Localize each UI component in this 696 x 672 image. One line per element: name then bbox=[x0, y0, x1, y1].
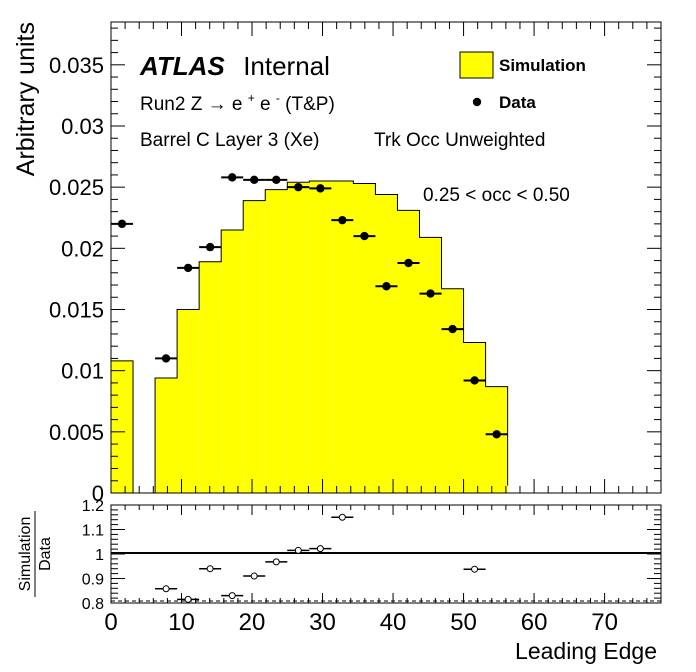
process-arrow: → bbox=[208, 94, 227, 115]
data-points bbox=[110, 173, 508, 439]
simulation-bin bbox=[485, 386, 508, 493]
electron-symbol: e bbox=[232, 94, 243, 115]
electron-symbol-2: e bbox=[260, 94, 271, 115]
y-tick-label: 0.025 bbox=[49, 175, 104, 200]
x-tick-label: 60 bbox=[521, 609, 548, 636]
ratio-point bbox=[228, 592, 236, 600]
data-point bbox=[117, 219, 127, 229]
ratio-y-numerator: Simulation bbox=[17, 517, 34, 592]
ratio-point bbox=[272, 558, 280, 566]
legend-data-marker bbox=[472, 97, 482, 107]
ratio-y-tick-label: 1.1 bbox=[82, 523, 104, 540]
simulation-bin bbox=[309, 181, 332, 494]
main-axes: 0 0.005 0.01 0.015 0.02 0.025 0.03 0.035 bbox=[49, 22, 662, 506]
weighting-annotation: Trk Occ Unweighted bbox=[374, 130, 545, 151]
ratio-point bbox=[316, 545, 324, 553]
y-tick-label: 0.035 bbox=[49, 53, 104, 78]
data-point bbox=[426, 289, 435, 298]
simulation-bin bbox=[397, 210, 420, 493]
x-axis-title: Leading Edge bbox=[515, 638, 657, 664]
x-tick-label: 40 bbox=[380, 609, 407, 636]
y-axis-title: Arbitrary units bbox=[12, 22, 40, 176]
ratio-axes: 0.8 0.9 1 1.1 1.2 0 10 20 30 40 50 60 70 bbox=[82, 498, 662, 636]
ratio-point bbox=[250, 572, 258, 580]
ratio-y-tick-label: 1 bbox=[95, 547, 104, 564]
x-tick-label: 50 bbox=[450, 609, 477, 636]
x-tick-label: 70 bbox=[591, 609, 618, 636]
ratio-point bbox=[471, 565, 479, 573]
legend: Simulation Data bbox=[459, 51, 586, 112]
legend-simulation-label: Simulation bbox=[499, 56, 586, 75]
x-tick-label: 0 bbox=[104, 609, 117, 636]
atlas-label: ATLAS bbox=[139, 51, 225, 81]
process-suffix: (T&P) bbox=[285, 94, 335, 115]
x-tick-label: 10 bbox=[168, 609, 195, 636]
data-point bbox=[360, 231, 369, 241]
ratio-y-tick-label: 1.2 bbox=[82, 498, 104, 515]
data-point bbox=[492, 430, 501, 439]
y-tick-label: 0.02 bbox=[61, 236, 104, 261]
simulation-outline bbox=[110, 180, 509, 494]
data-point bbox=[250, 175, 259, 185]
atlas-title: ATLAS Internal bbox=[139, 51, 330, 81]
data-point bbox=[448, 324, 457, 334]
legend-simulation-swatch bbox=[459, 51, 494, 79]
data-point bbox=[205, 242, 215, 252]
ratio-y-denominator: Data bbox=[37, 537, 54, 571]
process-annotation: Run2 Z → e + e - (T&P) bbox=[140, 86, 335, 115]
x-tick-label: 20 bbox=[239, 609, 266, 636]
simulation-bin bbox=[375, 194, 398, 494]
simulation-bin bbox=[221, 229, 244, 493]
data-point bbox=[228, 173, 237, 182]
ratio-y-tick-label: 0.8 bbox=[82, 596, 104, 613]
simulation-bin bbox=[463, 342, 486, 493]
simulation-histogram bbox=[110, 180, 509, 494]
y-tick-label: 0.015 bbox=[49, 297, 104, 322]
electron-charge: - bbox=[276, 91, 280, 105]
data-point bbox=[294, 182, 303, 192]
data-point bbox=[470, 376, 479, 385]
simulation-bin bbox=[243, 200, 266, 494]
data-point bbox=[272, 175, 281, 185]
ratio-y-axis-title: Simulation Data bbox=[17, 511, 54, 597]
main-panel: 0 0.005 0.01 0.015 0.02 0.025 0.03 0.035 Arbitr… bbox=[12, 21, 662, 506]
y-tick-label: 0.005 bbox=[49, 420, 104, 445]
ratio-point bbox=[184, 595, 192, 603]
simulation-bin bbox=[419, 237, 442, 493]
simulation-bin bbox=[331, 181, 354, 494]
simulation-bin bbox=[441, 288, 464, 493]
y-tick-label: 0.01 bbox=[61, 359, 104, 384]
simulation-bin bbox=[155, 378, 178, 493]
internal-label: Internal bbox=[243, 51, 330, 81]
ratio-panel: 0.8 0.9 1 1.1 1.2 0 10 20 30 40 50 60 70 Simulation … bbox=[17, 498, 662, 664]
simulation-bin bbox=[111, 360, 134, 493]
ratio-point bbox=[206, 565, 214, 573]
data-point bbox=[404, 258, 413, 268]
occupancy-annotation: 0.25 < occ < 0.50 bbox=[423, 185, 570, 206]
y-tick-label: 0.03 bbox=[61, 114, 104, 139]
main-plot-frame bbox=[110, 21, 662, 494]
data-point bbox=[382, 282, 391, 291]
data-point bbox=[316, 184, 325, 193]
simulation-bin bbox=[265, 189, 288, 493]
data-point bbox=[161, 354, 171, 363]
data-point bbox=[183, 263, 193, 273]
simulation-bin bbox=[353, 183, 376, 493]
simulation-bin bbox=[287, 182, 310, 494]
x-tick-label: 30 bbox=[309, 609, 336, 636]
data-point bbox=[338, 215, 347, 225]
process-prefix: Run2 Z bbox=[140, 94, 208, 115]
ratio-point bbox=[162, 585, 170, 593]
ratio-point bbox=[294, 546, 302, 554]
ratio-point bbox=[338, 513, 346, 521]
positron-charge: + bbox=[248, 91, 255, 105]
legend-data-label: Data bbox=[499, 93, 536, 112]
simulation-bin bbox=[199, 261, 222, 493]
simulation-bin bbox=[177, 309, 200, 493]
ratio-y-tick-label: 0.9 bbox=[82, 572, 104, 589]
region-annotation: Barrel C Layer 3 (Xe) bbox=[140, 130, 320, 151]
y-tick-label: 0 bbox=[92, 481, 104, 506]
